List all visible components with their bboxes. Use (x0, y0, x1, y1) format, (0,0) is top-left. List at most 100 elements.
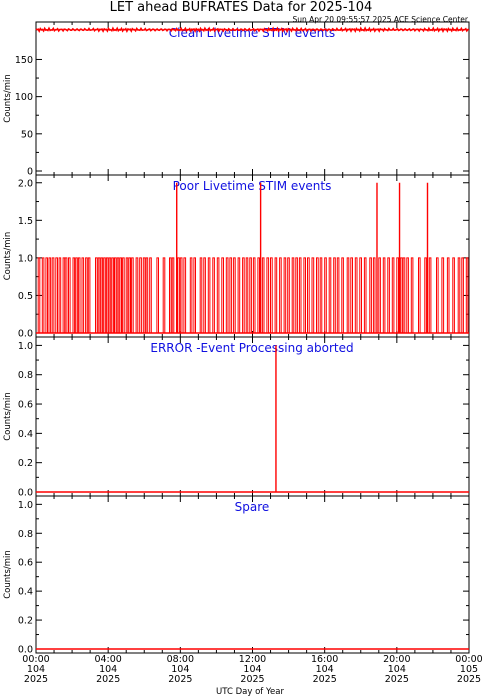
pulse-mark (221, 257, 224, 333)
pulse-mark (55, 257, 58, 333)
pulse-mark (225, 257, 229, 333)
pulse-mark (418, 257, 421, 333)
pulse-mark (319, 257, 323, 333)
pulse-mark (85, 257, 88, 333)
pulse-mark (237, 257, 241, 333)
x-axis: 00:00104202504:00104202508:00104202512:0… (22, 654, 482, 685)
pulse-mark (203, 257, 206, 333)
pulse-mark (261, 257, 265, 333)
y-tick-label: 1.0 (18, 253, 33, 264)
y-tick-label: 0.5 (18, 291, 33, 302)
pulse-mark (266, 257, 270, 333)
pulse-mark (58, 257, 62, 333)
pulse-mark (457, 257, 461, 333)
y-axis-label: Counts/min (3, 550, 13, 599)
panel-title: Spare (235, 500, 270, 514)
x-tick-time: 16:00 (311, 654, 338, 665)
pulse-mark (131, 257, 134, 333)
pulse-mark (372, 257, 376, 333)
x-tick-year: 2025 (240, 674, 264, 685)
y-tick-label: 0.4 (18, 587, 33, 598)
pulse-mark (354, 257, 358, 333)
pulse-mark (249, 257, 252, 333)
x-tick-time: 00:00 (455, 654, 482, 665)
pulse-mark (62, 257, 66, 333)
panel-frame (35, 336, 470, 497)
pulse-mark (114, 257, 117, 333)
x-tick-time: 12:00 (239, 654, 266, 665)
pulse-mark (279, 257, 282, 333)
x-tick-doy: 104 (171, 664, 189, 675)
x-tick-doy: 105 (460, 664, 478, 675)
pulse-mark (183, 257, 187, 333)
pulse-mark (145, 257, 149, 333)
pulse-mark (156, 257, 159, 333)
y-axis-label: Counts/min (3, 392, 13, 441)
y-tick-label: 0.4 (18, 429, 33, 440)
pulse-mark (45, 257, 48, 333)
pulse-mark (242, 257, 245, 333)
pulse-mark (64, 257, 68, 333)
pulse-mark (461, 257, 464, 333)
x-tick-doy: 104 (27, 664, 45, 675)
pulse-mark (72, 257, 76, 333)
y-tick-label: 0.0 (18, 645, 33, 656)
panel-frame (35, 495, 470, 654)
pulse-mark (95, 257, 98, 333)
pulse-mark (359, 257, 362, 333)
pulse-mark (295, 257, 298, 333)
pulse-mark (41, 257, 45, 333)
pulse-mark (399, 257, 403, 333)
panel-title: ERROR -Event Processing aborted (150, 341, 353, 355)
panel-3: 0.0 0.2 0.4 0.6 0.8 1.0 Counts/min ERROR -Event… (3, 336, 470, 499)
pulse-mark (212, 257, 215, 333)
pulse-mark (283, 257, 287, 333)
y-tick-label: 1.0 (18, 341, 33, 352)
y-axis-label: Counts/min (3, 74, 13, 123)
figure-title: LET ahead BUFRATES Data for 2025-104 (110, 0, 373, 15)
pulse-mark (75, 257, 78, 333)
pulse-mark (391, 257, 395, 333)
series (35, 26, 470, 34)
pulse-mark (162, 257, 166, 333)
pulse-mark (216, 257, 220, 333)
y-tick-label: 0.0 (18, 329, 33, 340)
pulse-mark (171, 257, 175, 333)
pulse-mark (406, 257, 409, 333)
pulse-mark (48, 257, 52, 333)
pulse-mark (324, 257, 327, 333)
pulse-mark (111, 257, 114, 333)
pulse-mark (135, 257, 139, 333)
pulse-mark (424, 257, 427, 333)
x-tick-doy: 104 (99, 664, 117, 675)
pulse-mark (402, 257, 406, 333)
series (36, 345, 469, 493)
pulse-mark (446, 257, 450, 333)
pulse-mark (119, 257, 122, 333)
pulse-mark (116, 257, 120, 333)
x-tick-year: 2025 (168, 674, 192, 685)
pulse-mark (436, 257, 439, 333)
pulse-mark (51, 257, 55, 333)
y-tick-label: 0 (27, 167, 33, 178)
pulse-mark (452, 257, 455, 333)
y-tick-label: 1.5 (18, 216, 33, 227)
pulse-mark (68, 257, 71, 333)
pulse-mark (341, 257, 344, 333)
pulse-mark (396, 257, 399, 333)
x-tick-doy: 104 (316, 664, 334, 675)
y-tick-label: 2.0 (18, 178, 33, 189)
pulse-mark (378, 257, 381, 333)
panel-title: Clean Livetime STIM events (169, 26, 335, 40)
y-tick-label: 100 (15, 92, 33, 103)
pulse-mark (179, 257, 183, 333)
pulse-mark (410, 257, 414, 333)
y-axis-label: Counts/min (3, 232, 13, 281)
pulse-mark (307, 257, 310, 333)
